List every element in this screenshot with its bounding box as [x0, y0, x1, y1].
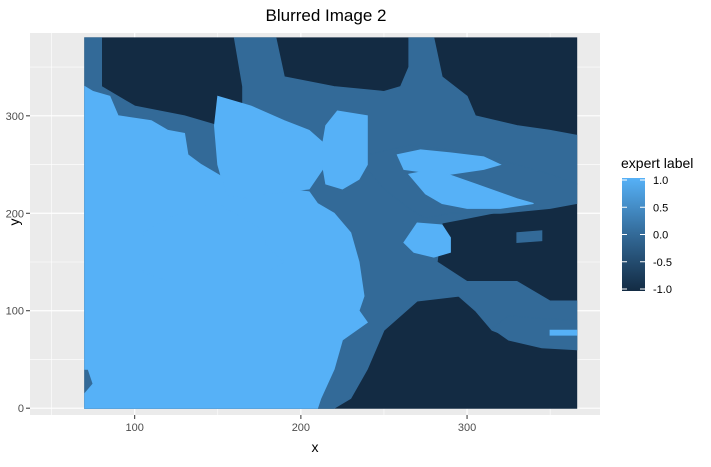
heatmap-region	[516, 230, 543, 244]
legend: expert label 1.0 0.5 0.0 -0.5 -1.0	[621, 155, 693, 296]
legend-tick-label: 0.5	[653, 202, 668, 214]
heatmap-region	[491, 315, 578, 351]
heatmap-region	[213, 95, 327, 200]
x-axis-label: x	[312, 439, 319, 455]
y-axis: 0 100 200 300	[6, 111, 30, 415]
heatmap-region	[139, 202, 286, 284]
y-tick-label: 200	[6, 208, 24, 220]
y-tick-label: 0	[18, 403, 24, 415]
legend-tick-label: 0.0	[653, 230, 668, 242]
legend-title: expert label	[621, 155, 693, 171]
heatmap-region	[407, 168, 534, 209]
legend-ticks: 1.0 0.5 0.0 -0.5 -1.0	[622, 175, 672, 296]
x-tick-label: 300	[458, 422, 476, 434]
y-tick-label: 100	[6, 306, 24, 318]
heatmap-region	[396, 149, 502, 175]
legend-tick-label: 1.0	[653, 175, 668, 187]
heatmap-region	[549, 329, 578, 336]
x-tick-label: 100	[126, 422, 144, 434]
y-tick-label: 300	[6, 111, 24, 123]
heatmap-region	[403, 222, 451, 258]
legend-tick-label: -1.0	[653, 284, 672, 296]
legend-colorbar	[622, 178, 645, 291]
x-tick-label: 200	[292, 422, 310, 434]
heatmap-regions	[84, 37, 578, 409]
x-axis: 100 200 300	[126, 415, 476, 434]
heatmap-region	[320, 110, 368, 190]
y-axis-label: y	[6, 219, 22, 226]
legend-tick-label: -0.5	[653, 257, 672, 269]
chart-title: Blurred Image 2	[266, 6, 387, 25]
